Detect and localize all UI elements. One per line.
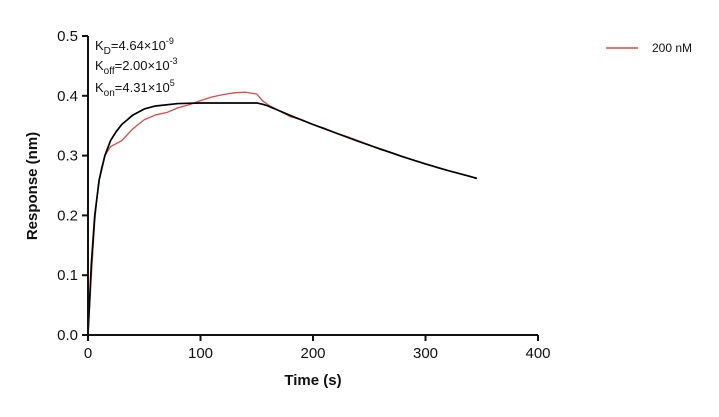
kon-annotation: Kon=4.31×105: [95, 78, 175, 99]
x-tick-label: 300: [413, 345, 438, 362]
y-tick-label: 0.0: [57, 327, 78, 344]
x-tick-label: 0: [84, 345, 92, 362]
axes-layer: 0.0 0.1 0.2 0.3 0.4 0.5 0 100 200 300 400 Time (s) R…: [24, 28, 551, 389]
y-tick-label: 0.3: [57, 148, 78, 165]
y-tick-label: 0.5: [57, 28, 78, 45]
x-tick-label: 400: [525, 345, 550, 362]
x-axis-title: Time (s): [284, 372, 341, 389]
legend-label-200nm: 200 nM: [652, 41, 692, 55]
legend: 200 nM: [606, 41, 692, 55]
fit-series-line: [87, 102, 477, 336]
x-tick-label: 200: [300, 345, 325, 362]
y-axis-title: Response (nm): [24, 132, 41, 240]
y-tick-label: 0.4: [57, 88, 78, 105]
plot-layer: [87, 91, 477, 336]
series-line-200nm: [87, 91, 477, 336]
x-tick-label: 100: [188, 345, 213, 362]
koff-annotation: Koff=2.00×10-3: [95, 56, 178, 77]
y-tick-label: 0.1: [57, 267, 78, 284]
kd-annotation: KD=4.64×10-9: [95, 36, 174, 57]
kinetics-annotation: KD=4.64×10-9 Koff=2.00×10-3 Kon=4.31×105: [95, 36, 178, 99]
y-tick-label: 0.2: [57, 207, 78, 224]
